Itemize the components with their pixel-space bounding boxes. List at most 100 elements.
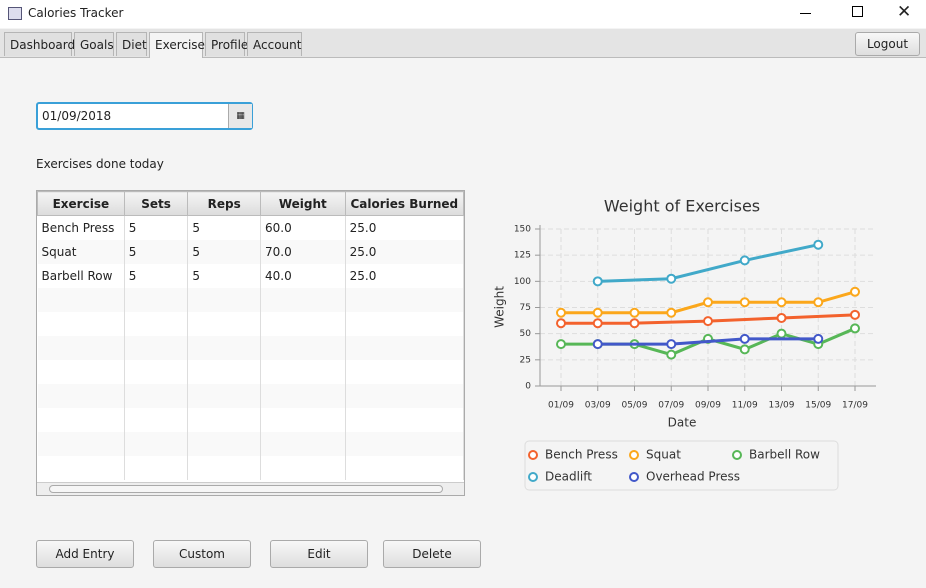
maximize[interactable]	[852, 6, 863, 17]
tab[interactable]: Account	[247, 32, 302, 56]
table-cell: 5	[187, 263, 261, 288]
table-cell	[345, 383, 464, 408]
data-point[interactable]	[666, 349, 677, 360]
data-point[interactable]	[592, 318, 603, 329]
table-cell	[187, 335, 261, 360]
tab[interactable]: Exercises	[149, 32, 211, 58]
column-header[interactable]: Reps	[187, 191, 261, 216]
data-point[interactable]	[776, 297, 787, 308]
y-axis-label: Weight	[493, 286, 507, 328]
data-point[interactable]	[592, 307, 603, 318]
table-row[interactable]: Barbell Row 5 5 40.0 25.0	[37, 263, 464, 288]
data-point[interactable]	[813, 297, 824, 308]
legend-marker	[732, 450, 742, 460]
data-point[interactable]	[776, 328, 787, 339]
table-cell	[260, 287, 346, 312]
window-title: Calories Tracker	[28, 6, 124, 20]
calendar-button[interactable]: ▦	[228, 104, 252, 128]
data-point[interactable]	[666, 273, 677, 284]
data-point[interactable]	[592, 276, 603, 287]
table-row[interactable]	[37, 407, 464, 432]
data-point[interactable]	[739, 344, 750, 355]
column-header[interactable]: Sets	[123, 191, 189, 216]
table-row[interactable]	[37, 335, 464, 360]
data-point[interactable]	[556, 318, 566, 329]
x-tick-label: 07/09	[658, 401, 684, 411]
y-tick-label: 25	[520, 355, 531, 365]
table-row[interactable]: Bench Press 5 5 60.0 25.0	[37, 215, 464, 240]
table-row[interactable]	[37, 455, 464, 480]
legend-marker	[629, 472, 639, 482]
legend-box	[524, 440, 839, 491]
table-row[interactable]	[37, 431, 464, 456]
data-point[interactable]	[739, 333, 750, 344]
data-point[interactable]	[556, 339, 566, 350]
data-point[interactable]	[850, 309, 860, 320]
y-tick-label: 75	[520, 303, 531, 313]
y-tick-label: 50	[520, 329, 532, 339]
column-header[interactable]: Weight	[260, 191, 346, 216]
data-point[interactable]	[739, 297, 750, 308]
scrollbar[interactable]	[37, 482, 464, 495]
app-icon	[8, 7, 22, 20]
data-point[interactable]	[813, 333, 824, 344]
tab[interactable]: Dashboard	[4, 32, 75, 56]
action-button[interactable]: Custom	[153, 540, 251, 568]
table-cell	[124, 383, 189, 408]
tab[interactable]: Profile	[205, 32, 248, 56]
action-button[interactable]: Delete	[383, 540, 481, 568]
data-point[interactable]	[703, 297, 713, 308]
table-cell	[37, 383, 125, 408]
close[interactable]: ✕	[897, 2, 912, 22]
y-tick-label: 0	[525, 382, 531, 392]
data-point[interactable]	[666, 339, 677, 350]
legend-marker	[629, 450, 639, 460]
data-point[interactable]	[629, 307, 640, 318]
date-picker[interactable]: 01/09/2018 ▦	[36, 102, 253, 130]
data-point[interactable]	[850, 286, 860, 297]
table-row[interactable]	[37, 311, 464, 336]
data-point[interactable]	[739, 255, 750, 266]
table-row[interactable]: Squat 5 5 70.0 25.0	[37, 239, 464, 264]
table-cell	[260, 383, 346, 408]
table-row[interactable]	[37, 287, 464, 312]
table-row[interactable]	[37, 383, 464, 408]
table-cell	[345, 431, 464, 456]
data-point[interactable]	[556, 307, 566, 318]
logout-button[interactable]: Logout	[855, 32, 920, 56]
table-row[interactable]	[37, 359, 464, 384]
data-point[interactable]	[703, 316, 713, 327]
y-tick-label: 125	[514, 251, 531, 261]
data-point[interactable]	[776, 312, 787, 323]
data-point[interactable]	[629, 318, 640, 329]
table-cell	[345, 335, 464, 360]
data-point[interactable]	[592, 339, 603, 350]
table-cell	[345, 287, 464, 312]
table-cell	[124, 359, 189, 384]
column-header[interactable]: Calories Burned	[344, 191, 464, 216]
data-point[interactable]	[666, 307, 677, 318]
table-cell: 25.0	[345, 239, 464, 264]
table-cell	[187, 311, 261, 336]
action-button[interactable]: Add Entry	[36, 540, 134, 568]
table-cell: 5	[124, 263, 189, 288]
table-cell	[37, 287, 125, 312]
table-cell	[124, 335, 189, 360]
minimize[interactable]	[800, 13, 811, 14]
legend-marker	[528, 450, 538, 460]
table-cell: 5	[124, 239, 189, 264]
table-cell: 40.0	[260, 263, 346, 288]
column-header[interactable]: Exercise	[37, 191, 125, 216]
table-cell: 70.0	[260, 239, 346, 264]
scroll-thumb[interactable]	[49, 485, 443, 493]
table-cell	[260, 455, 346, 480]
tab[interactable]: Diet	[116, 32, 147, 56]
x-tick-label: 15/09	[805, 401, 831, 411]
action-button[interactable]: Edit	[270, 540, 368, 568]
table-cell: Barbell Row	[37, 263, 125, 288]
data-point[interactable]	[850, 323, 860, 334]
legend-label: Barbell Row	[749, 448, 820, 462]
data-point[interactable]	[813, 239, 824, 250]
tab[interactable]: Goals	[74, 32, 114, 56]
table-cell	[345, 407, 464, 432]
